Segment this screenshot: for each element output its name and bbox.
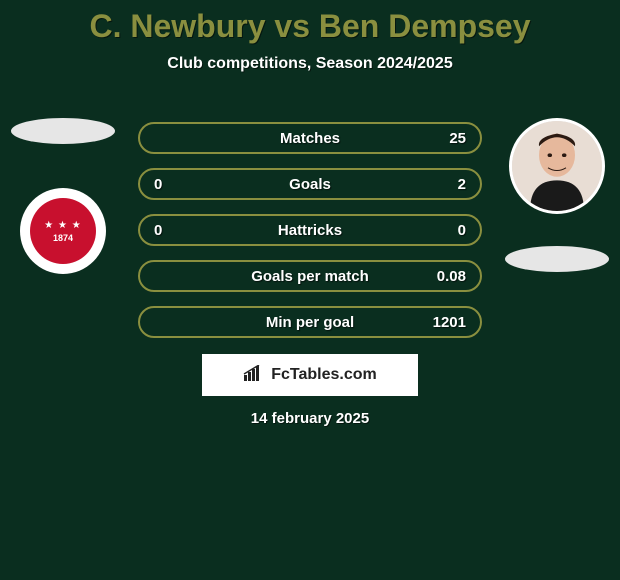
left-player-avatar-placeholder bbox=[11, 118, 115, 144]
stat-row: Goals per match 0.08 bbox=[138, 260, 482, 292]
stat-right-value: 0.08 bbox=[426, 268, 466, 285]
stat-label: Matches bbox=[194, 130, 426, 147]
branding-text: FcTables.com bbox=[271, 366, 377, 384]
comparison-date: 14 february 2025 bbox=[0, 410, 620, 427]
right-club-badge-placeholder bbox=[505, 246, 609, 272]
stat-right-value: 0 bbox=[426, 222, 466, 239]
stat-label: Min per goal bbox=[194, 314, 426, 331]
subtitle: Club competitions, Season 2024/2025 bbox=[0, 55, 620, 73]
stat-row: Min per goal 1201 bbox=[138, 306, 482, 338]
branding-badge: FcTables.com bbox=[202, 354, 418, 396]
person-icon bbox=[512, 121, 602, 211]
page-title: C. Newbury vs Ben Dempsey bbox=[0, 0, 620, 45]
stat-row: Matches 25 bbox=[138, 122, 482, 154]
right-player-avatar bbox=[509, 118, 605, 214]
left-club-badge: ★ ★ ★ 1874 bbox=[20, 188, 106, 274]
stat-right-value: 1201 bbox=[426, 314, 466, 331]
right-player-column bbox=[502, 118, 612, 272]
stat-label: Goals per match bbox=[194, 268, 426, 285]
stat-left-value: 0 bbox=[154, 222, 194, 239]
left-club-badge-inner: ★ ★ ★ 1874 bbox=[30, 198, 96, 264]
star-icon: ★ ★ ★ bbox=[44, 220, 81, 231]
chart-icon bbox=[243, 365, 265, 386]
left-player-column: ★ ★ ★ 1874 bbox=[8, 118, 118, 274]
stat-row: 0 Goals 2 bbox=[138, 168, 482, 200]
stat-label: Hattricks bbox=[194, 222, 426, 239]
stat-right-value: 25 bbox=[426, 130, 466, 147]
stat-row: 0 Hattricks 0 bbox=[138, 214, 482, 246]
club-badge-year: 1874 bbox=[53, 233, 73, 243]
stat-right-value: 2 bbox=[426, 176, 466, 193]
stats-table: Matches 25 0 Goals 2 0 Hattricks 0 Goals… bbox=[138, 122, 482, 352]
stat-left-value: 0 bbox=[154, 176, 194, 193]
stat-label: Goals bbox=[194, 176, 426, 193]
